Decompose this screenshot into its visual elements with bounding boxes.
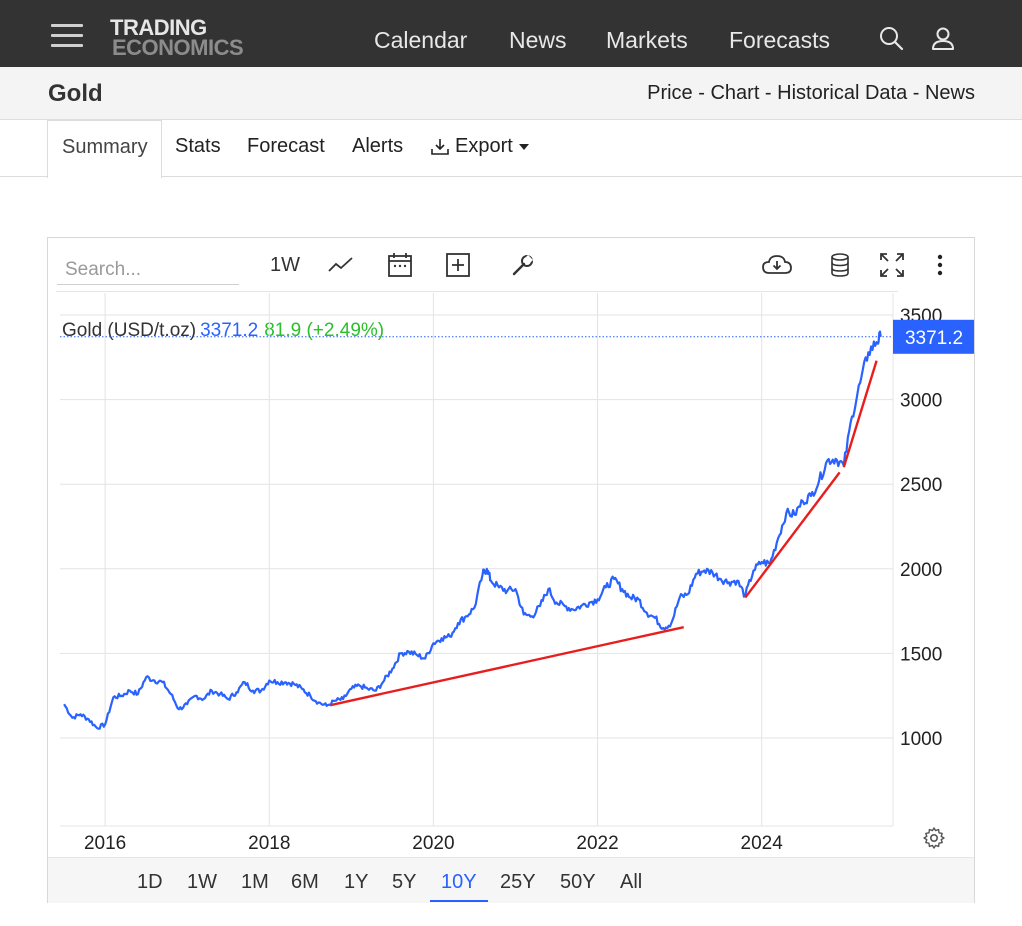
page-title: Gold — [48, 80, 103, 107]
caret-down-icon — [518, 143, 529, 150]
logo[interactable]: TRADING ECONOMICS — [110, 16, 270, 60]
more-icon[interactable] — [930, 250, 950, 280]
fullscreen-icon[interactable] — [878, 250, 906, 280]
range-50y[interactable]: 50Y — [560, 871, 596, 893]
x-tick-label: 2016 — [84, 833, 126, 854]
legend-change: 81.9 (+2.49%) — [264, 320, 385, 341]
subheader: Gold Price - Chart - Historical Data - N… — [0, 67, 1022, 120]
last-price-tag-label: 3371.2 — [905, 328, 963, 349]
last-price-tag — [893, 319, 974, 354]
interval-selector[interactable]: 1W — [270, 253, 300, 276]
trend-line — [842, 360, 878, 468]
y-tick-label: 3000 — [900, 391, 942, 412]
database-icon[interactable] — [828, 250, 852, 280]
range-active-indicator — [430, 900, 488, 902]
y-tick-label: 2000 — [900, 560, 942, 581]
quick-link-separator: - — [692, 82, 711, 104]
range-all[interactable]: All — [620, 871, 643, 893]
range-1d[interactable]: 1D — [137, 871, 163, 893]
range-10y[interactable]: 10Y — [441, 871, 477, 893]
tab-forecast[interactable]: Forecast — [247, 135, 325, 157]
nav-link-news[interactable]: News — [509, 27, 567, 53]
logo-line-1: TRADING — [110, 15, 207, 40]
quick-link-chart[interactable]: Chart — [710, 82, 760, 104]
time-range-bar: 1D 1W 1M 6M 1Y 5Y 10Y 25Y 50Y All — [48, 857, 974, 903]
quick-link-historical-data[interactable]: Historical Data — [777, 82, 908, 104]
legend-symbol-name: Gold (USD/t.oz) — [62, 320, 197, 341]
range-25y[interactable]: 25Y — [500, 871, 536, 893]
menu-icon[interactable] — [51, 24, 83, 48]
x-tick-label: 2018 — [248, 833, 290, 854]
range-5y[interactable]: 5Y — [392, 871, 417, 893]
wrench-icon[interactable] — [509, 250, 537, 280]
x-tick-label: 2024 — [741, 833, 784, 854]
cloud-download-icon[interactable] — [760, 250, 794, 280]
range-6m[interactable]: 6M — [291, 871, 319, 893]
chart-panel: 1W Gold (USD/t.oz)3371.281.9 (+2.49%) 10… — [47, 237, 975, 903]
download-icon — [431, 138, 449, 155]
range-1w[interactable]: 1W — [187, 871, 217, 893]
calendar-icon[interactable] — [386, 250, 414, 280]
export-label: Export — [455, 135, 513, 157]
quick-link-news[interactable]: News — [924, 82, 975, 104]
line-chart-icon[interactable] — [325, 250, 357, 280]
add-indicator-icon[interactable] — [444, 250, 472, 280]
symbol-search-input[interactable] — [57, 255, 239, 285]
chart-legend: Gold (USD/t.oz) 3371.2 81.9 (+2.49%) — [62, 320, 384, 342]
x-tick-label: 2020 — [412, 833, 454, 854]
quick-links: Price - Chart - Historical Data - News — [647, 82, 975, 105]
y-tick-label: 1000 — [900, 729, 942, 750]
search-icon[interactable] — [876, 24, 906, 54]
trend-line — [744, 471, 841, 599]
nav-link-markets[interactable]: Markets — [606, 27, 688, 53]
x-tick-label: 2022 — [576, 833, 618, 854]
tab-bar: Summary Stats Forecast Alerts Export — [0, 120, 1022, 178]
gold-price-series — [63, 330, 882, 730]
export-dropdown[interactable]: Export — [429, 135, 531, 158]
tab-summary-label: Summary — [62, 136, 148, 158]
quick-link-separator: - — [759, 82, 778, 104]
quick-link-price[interactable]: Price — [647, 82, 693, 104]
tab-alerts[interactable]: Alerts — [352, 135, 404, 157]
tab-summary[interactable]: Summary — [47, 120, 162, 178]
chart-settings-icon[interactable] — [922, 826, 946, 850]
tab-stats[interactable]: Stats — [175, 135, 221, 157]
user-icon[interactable] — [928, 24, 958, 54]
y-tick-label: 2500 — [900, 475, 942, 496]
range-1y[interactable]: 1Y — [344, 871, 369, 893]
range-1m[interactable]: 1M — [241, 871, 269, 893]
logo-line-2: ECONOMICS — [112, 35, 244, 60]
quick-link-separator: - — [907, 82, 925, 104]
trend-line — [330, 626, 684, 707]
nav-link-calendar[interactable]: Calendar — [374, 27, 468, 53]
legend-price: 3371.2 — [200, 320, 259, 341]
top-navbar: TRADING ECONOMICS Calendar News Markets … — [0, 0, 1022, 67]
y-tick-label: 1500 — [900, 644, 942, 665]
toolbar-divider — [56, 291, 898, 292]
nav-link-forecasts[interactable]: Forecasts — [729, 27, 830, 53]
